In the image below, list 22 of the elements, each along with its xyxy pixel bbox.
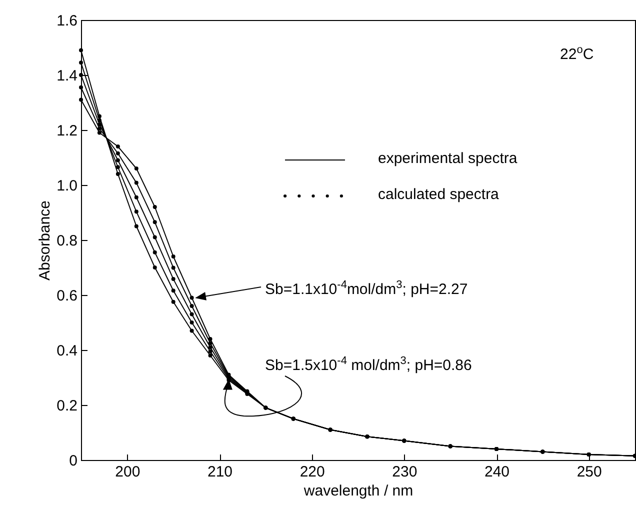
x-tick-label: 210 [207,464,233,480]
y-tick-label: 0.6 [56,288,78,304]
x-tick-label: 250 [576,464,602,480]
y-tick-label: 0 [69,452,78,470]
x-tick-label: 230 [392,464,418,480]
y-axis-title: Absorbance [36,200,54,281]
annotation: 22$^{o}$C [560,44,594,63]
y-tick-label: 0.2 [56,398,78,414]
x-tick-label: 240 [484,464,510,480]
x-tick-label: 200 [115,464,140,480]
annotation: experimental spectra [378,150,518,167]
y-tick-label: 1.2 [56,122,78,140]
y-tick-label: 1.4 [56,68,78,84]
annotation: Sb=1.1x10$^{-4}$mol/dm$^{3}$; pH=2.27 [265,279,468,298]
y-tick-label: 0.8 [56,232,78,250]
x-tick-label: 220 [300,464,325,480]
annotation: Sb=1.5x10$^{-4}$ mol/dm$^{3}$; pH=0.86 [265,355,472,374]
y-tick-label: 1.0 [56,178,78,194]
annotation: calculated spectra [378,186,499,203]
x-axis-title: wavelength / nm [302,482,414,500]
y-tick-label: 0.4 [56,342,78,360]
y-tick-label: 1.6 [56,12,78,30]
